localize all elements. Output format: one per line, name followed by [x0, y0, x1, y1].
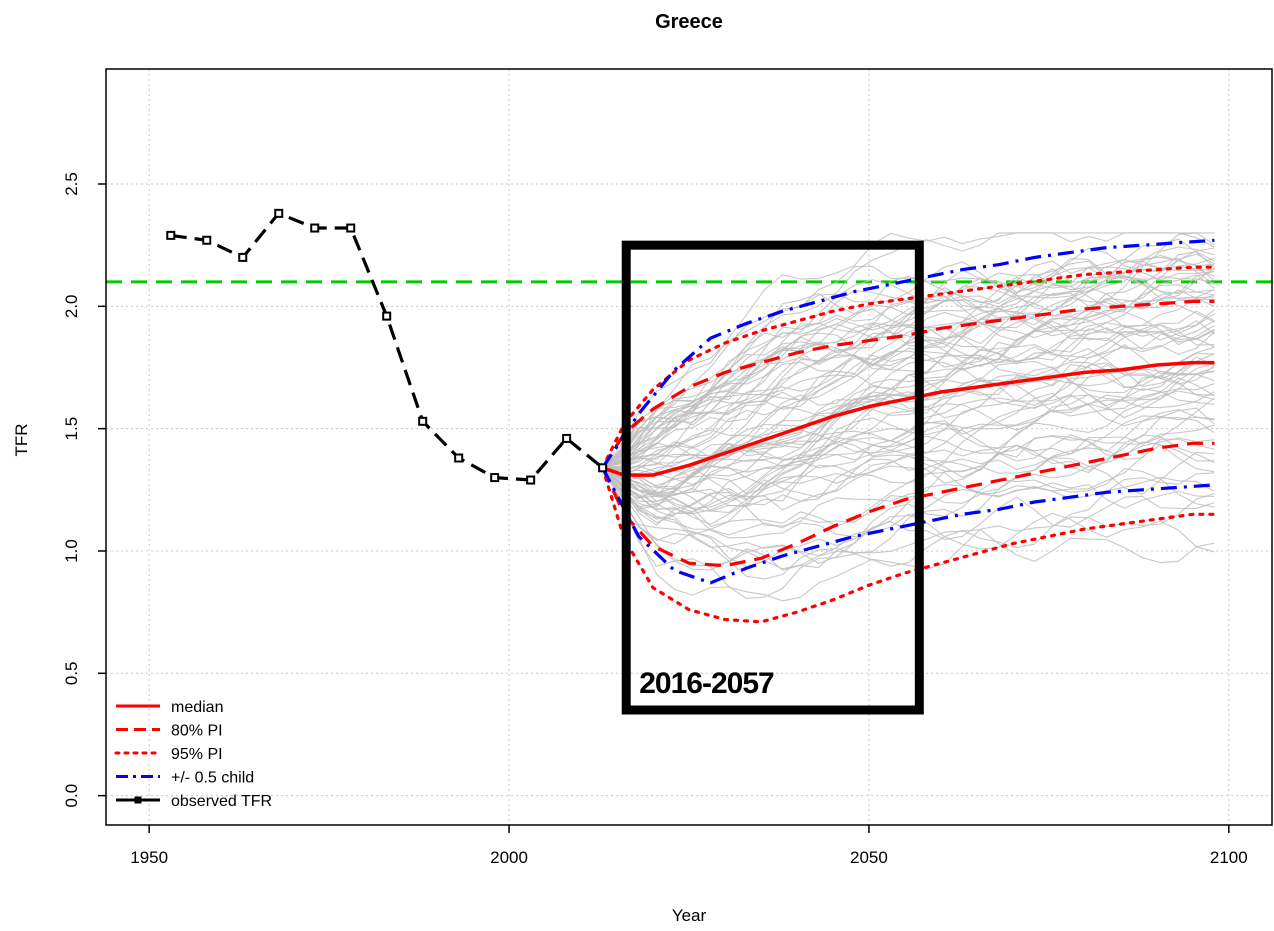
- trajectory-line: [602, 467, 1215, 553]
- trajectory-line: [602, 383, 1215, 520]
- observed-point: [598, 463, 608, 473]
- x-tick-label: 2100: [1210, 848, 1248, 867]
- trajectory-line: [602, 310, 1215, 469]
- trajectory-line: [602, 294, 1215, 469]
- observed-point: [490, 473, 500, 483]
- trajectory-line: [602, 316, 1215, 469]
- legend-label: observed TFR: [171, 793, 272, 810]
- period-annotation-label: 2016-2057: [639, 667, 774, 700]
- period-annotation: 2016-2057: [621, 240, 924, 715]
- trajectory-line: [602, 253, 1215, 469]
- trajectory-line: [602, 467, 1215, 528]
- trajectory-line: [602, 438, 1215, 568]
- trajectory-line: [602, 283, 1215, 469]
- observed-markers: [166, 208, 608, 485]
- legend-label: +/- 0.5 child: [171, 770, 254, 787]
- observed-point: [526, 475, 536, 485]
- observed-point: [454, 453, 464, 463]
- trajectory-line: [602, 467, 1215, 565]
- trajectory-line: [602, 289, 1215, 469]
- x-tick-label: 2000: [490, 848, 528, 867]
- legend-label: 80% PI: [171, 723, 223, 740]
- trajectory-line: [602, 467, 1215, 602]
- x-axis-ticks: 1950 2000 2050 2100: [130, 825, 1248, 867]
- observed-point: [346, 223, 356, 233]
- trajectory-lines: [602, 232, 1215, 602]
- trajectory-line: [602, 397, 1215, 527]
- trajectory-line: [602, 260, 1215, 469]
- series-line-0-5-child-upper: [601, 238, 1215, 469]
- observed-point: [202, 235, 212, 245]
- trajectory-line: [602, 254, 1215, 469]
- trajectory-line: [602, 330, 1215, 469]
- x-tick-label: 1950: [130, 848, 168, 867]
- observed-point: [274, 208, 284, 218]
- trajectory-line: [602, 251, 1215, 469]
- trajectory-line: [602, 320, 1215, 469]
- y-tick-label: 2.5: [62, 172, 81, 196]
- series-line-0-5-child-lower: [601, 467, 1215, 585]
- observed-point: [418, 416, 428, 426]
- trajectory-line: [602, 353, 1215, 495]
- series-line-median-main: [602, 360, 1215, 477]
- chart-title: Greece: [655, 11, 723, 33]
- series-line-95-pi-upper: [600, 265, 1217, 470]
- trajectory-line: [602, 467, 1215, 580]
- plot-frame: [105, 68, 1273, 826]
- y-tick-label: 1.5: [62, 417, 81, 441]
- trajectory-line: [602, 441, 1215, 566]
- legend-label: 95% PI: [171, 746, 223, 763]
- x-axis-label: Year: [672, 906, 707, 925]
- legend-label: median: [171, 699, 223, 716]
- y-axis-label: TFR: [12, 423, 31, 456]
- series-line-80-pi-upper: [601, 299, 1215, 469]
- y-tick-label: 2.0: [62, 295, 81, 319]
- trajectory-line: [602, 327, 1215, 503]
- trajectory-line: [602, 417, 1215, 500]
- trajectory-line: [602, 354, 1215, 475]
- series-line-95-pi-lower: [600, 466, 1217, 624]
- trajectory-line: [602, 467, 1215, 570]
- trajectory-line: [602, 407, 1215, 512]
- observed-point: [166, 230, 176, 240]
- trajectory-line: [602, 256, 1215, 469]
- trajectory-line: [602, 265, 1215, 469]
- trajectory-line: [602, 343, 1215, 490]
- trajectory-line: [602, 232, 1215, 469]
- legend: median 80% PI 95% PI +/- 0.5 child observed …: [114, 699, 272, 810]
- observed-point: [562, 433, 572, 443]
- trajectory-line: [602, 257, 1215, 469]
- period-annotation-box: [621, 240, 924, 715]
- trajectory-line: [602, 299, 1215, 475]
- observed-point: [382, 311, 392, 321]
- grid: [106, 69, 1272, 825]
- trajectory-line: [602, 377, 1215, 501]
- y-axis-ticks: 0.0 0.5 1.0 1.5 2.0 2.5: [62, 172, 106, 807]
- observed-point: [238, 252, 248, 262]
- x-tick-label: 2050: [850, 848, 888, 867]
- series-line-80-pi-lower: [601, 441, 1215, 568]
- y-tick-label: 1.0: [62, 539, 81, 563]
- trajectory-line: [602, 282, 1215, 470]
- y-tick-label: 0.0: [62, 784, 81, 808]
- trajectory-line: [602, 434, 1215, 513]
- trajectory-line: [602, 309, 1215, 498]
- observed-point: [310, 223, 320, 233]
- trajectory-line: [602, 444, 1215, 536]
- trajectory-line: [602, 467, 1215, 571]
- trajectory-line: [602, 361, 1215, 508]
- legend-marker: [134, 796, 142, 804]
- y-tick-label: 0.5: [62, 661, 81, 685]
